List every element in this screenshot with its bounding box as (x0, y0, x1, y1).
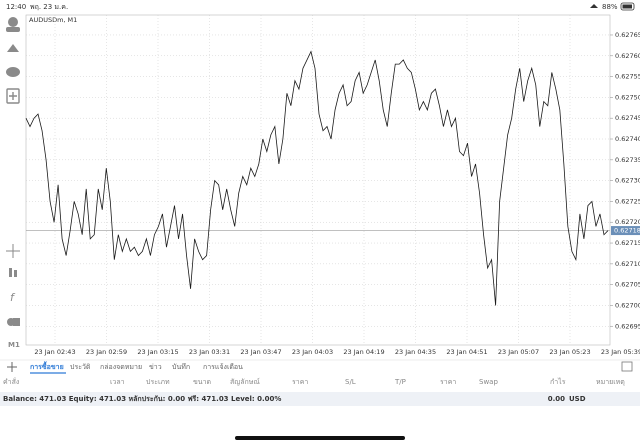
status-date: พฤ. 23 ม.ค. (30, 3, 68, 11)
column-header: คำสั่ง (3, 377, 19, 386)
objects-icon-2 (13, 318, 20, 326)
y-tick-label: 0.62700 (615, 301, 640, 309)
column-header: สัญลักษณ์ (230, 378, 260, 386)
time-label: 23 Jan 04:35 (395, 348, 436, 356)
chart-frame (25, 14, 611, 346)
y-tick-label: 0.62740 (615, 135, 640, 143)
time-label: 23 Jan 03:15 (137, 348, 178, 356)
time-label: 23 Jan 05:39 (601, 348, 640, 356)
tab[interactable]: บันทึก (172, 362, 190, 371)
battery-level: 88% (602, 3, 618, 11)
column-headers: คำสั่ง เวลา ประเภท ขนาด สัญลักษณ์ ราคา S/L T/P ร… (3, 377, 625, 386)
y-tick-label: 0.62765 (615, 31, 640, 39)
y-tick-label: 0.62745 (615, 114, 640, 122)
tabs: การซื้อขาย ประวัติ กล่องจดหมาย ข่าว บันทึก กา… (30, 360, 243, 374)
column-header: ประเภท (146, 378, 170, 386)
symbol-label: AUDUSDm, M1 (29, 16, 77, 24)
y-tick-label: 0.62760 (615, 52, 640, 60)
y-tick-label: 0.62755 (615, 73, 640, 81)
price-line (25, 50, 609, 306)
column-header: S/L (345, 378, 356, 386)
y-tick-label: 0.62695 (615, 322, 640, 330)
timeframe-button[interactable]: M1 (8, 341, 20, 349)
current-price-label: 0.62718 (614, 227, 640, 235)
time-label: 23 Jan 05:23 (549, 348, 590, 356)
current-price-badge (611, 226, 640, 236)
y-tick-label: 0.62720 (615, 218, 640, 226)
time-label: 23 Jan 03:47 (240, 348, 281, 356)
y-tick-label: 0.62750 (615, 93, 640, 101)
profit-currency: USD (569, 395, 586, 403)
battery-fill (622, 4, 632, 9)
status-time: 12:40 (6, 3, 26, 11)
y-tick-label: 0.62705 (615, 281, 640, 289)
time-label: 23 Jan 04:51 (446, 348, 487, 356)
y-tick-label: 0.62710 (615, 260, 640, 268)
column-header: ขนาด (193, 378, 211, 386)
indicator-icon[interactable]: f (10, 291, 16, 304)
chart-layer: 23 Jan 02:43 23 Jan 02:59 23 Jan 03:15 23 J… (25, 15, 640, 356)
y-tick-label: 0.62735 (615, 156, 640, 164)
trade-icon[interactable] (7, 44, 19, 52)
account-icon[interactable] (8, 17, 18, 27)
time-label: 23 Jan 03:31 (189, 348, 230, 356)
column-header: เวลา (110, 378, 125, 386)
column-header: T/P (394, 378, 406, 386)
tab[interactable]: กล่องจดหมาย (100, 363, 142, 371)
battery-icon (620, 2, 635, 11)
column-header: ราคา (440, 378, 456, 386)
column-header: กำไร (550, 377, 566, 386)
candle-icon-2 (14, 270, 17, 277)
wifi-icon (590, 4, 598, 8)
layout-button[interactable] (621, 361, 633, 372)
balance-summary: Balance: 471.03 Equity: 471.03 หลักประกั… (3, 395, 281, 403)
y-tick-label: 0.62725 (615, 197, 640, 205)
left-toolbar: f (6, 17, 20, 326)
time-label: 23 Jan 04:03 (292, 348, 333, 356)
candle-icon[interactable] (9, 268, 12, 277)
column-header: ราคา (292, 378, 308, 386)
tab[interactable]: ประวัติ (70, 363, 91, 371)
column-header: Swap (479, 378, 498, 386)
new-order-icon[interactable] (6, 88, 20, 104)
chat-icon[interactable] (6, 67, 20, 77)
crosshair-icon[interactable] (6, 244, 20, 258)
tab[interactable]: การซื้อขาย (30, 360, 64, 371)
time-label: 23 Jan 04:19 (343, 348, 384, 356)
profit-total: 0.00 (548, 395, 565, 403)
new-order-plus (9, 92, 17, 100)
time-label: 23 Jan 02:59 (86, 348, 127, 356)
tab[interactable]: การแจ้งเตือน (203, 363, 243, 371)
y-tick-label: 0.62730 (615, 177, 640, 185)
balance-row (0, 392, 640, 406)
home-indicator (235, 436, 405, 440)
account-icon-body (6, 27, 20, 32)
tab[interactable]: ข่าว (149, 363, 162, 371)
time-label: 23 Jan 02:43 (34, 348, 75, 356)
column-header: หมายเหตุ (596, 378, 625, 386)
time-label: 23 Jan 05:07 (498, 348, 539, 356)
y-tick-label: 0.62715 (615, 239, 640, 247)
add-button[interactable] (7, 362, 17, 372)
